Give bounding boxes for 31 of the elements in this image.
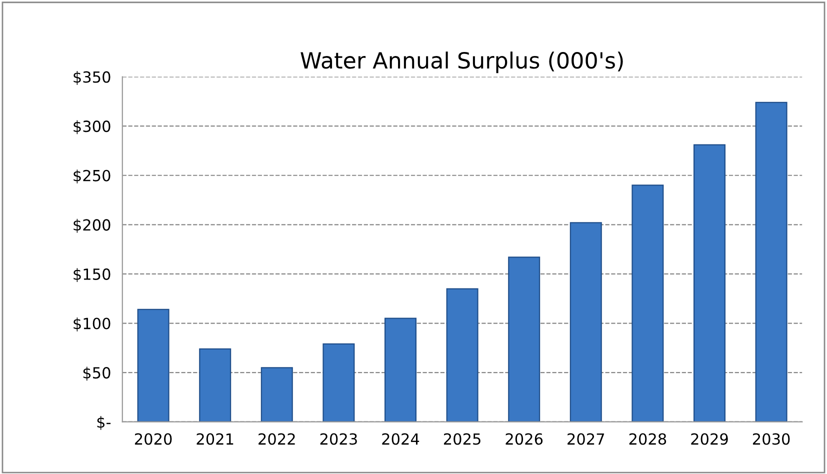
bar [446, 288, 478, 422]
y-tick-label: $350 [74, 70, 110, 85]
bar [693, 144, 726, 422]
x-tick-label: 2026 [506, 433, 543, 445]
y-tick-label: $300 [74, 120, 110, 134]
bar [508, 256, 540, 422]
x-tick-label: 2028 [629, 433, 666, 445]
x-tick-label: 2023 [320, 433, 357, 445]
bar [199, 348, 232, 422]
x-tick-label: 2030 [752, 433, 790, 445]
y-tick-label: $250 [74, 170, 110, 184]
y-tick-label: $150 [74, 268, 110, 282]
x-tick-label: 2020 [134, 433, 172, 445]
x-tick-label: 2025 [444, 433, 480, 445]
bar [137, 308, 170, 422]
bar [632, 184, 664, 422]
x-tick-label: 2029 [691, 433, 728, 445]
bar [384, 318, 416, 422]
bar [260, 367, 293, 422]
y-tick-label: $100 [74, 317, 110, 332]
chart-title: Water Annual Surplus (000's) [300, 52, 623, 74]
bar [322, 343, 355, 422]
bar [570, 222, 602, 422]
x-tick-label: 2022 [258, 433, 295, 445]
y-tick-label: $- [97, 416, 111, 430]
y-tick-label: $200 [74, 218, 110, 233]
bar [755, 102, 788, 422]
x-tick-label: 2021 [196, 433, 234, 445]
y-tick-label: $50 [83, 366, 110, 381]
x-tick-label: 2027 [568, 433, 604, 445]
x-tick-label: 2024 [382, 433, 420, 445]
